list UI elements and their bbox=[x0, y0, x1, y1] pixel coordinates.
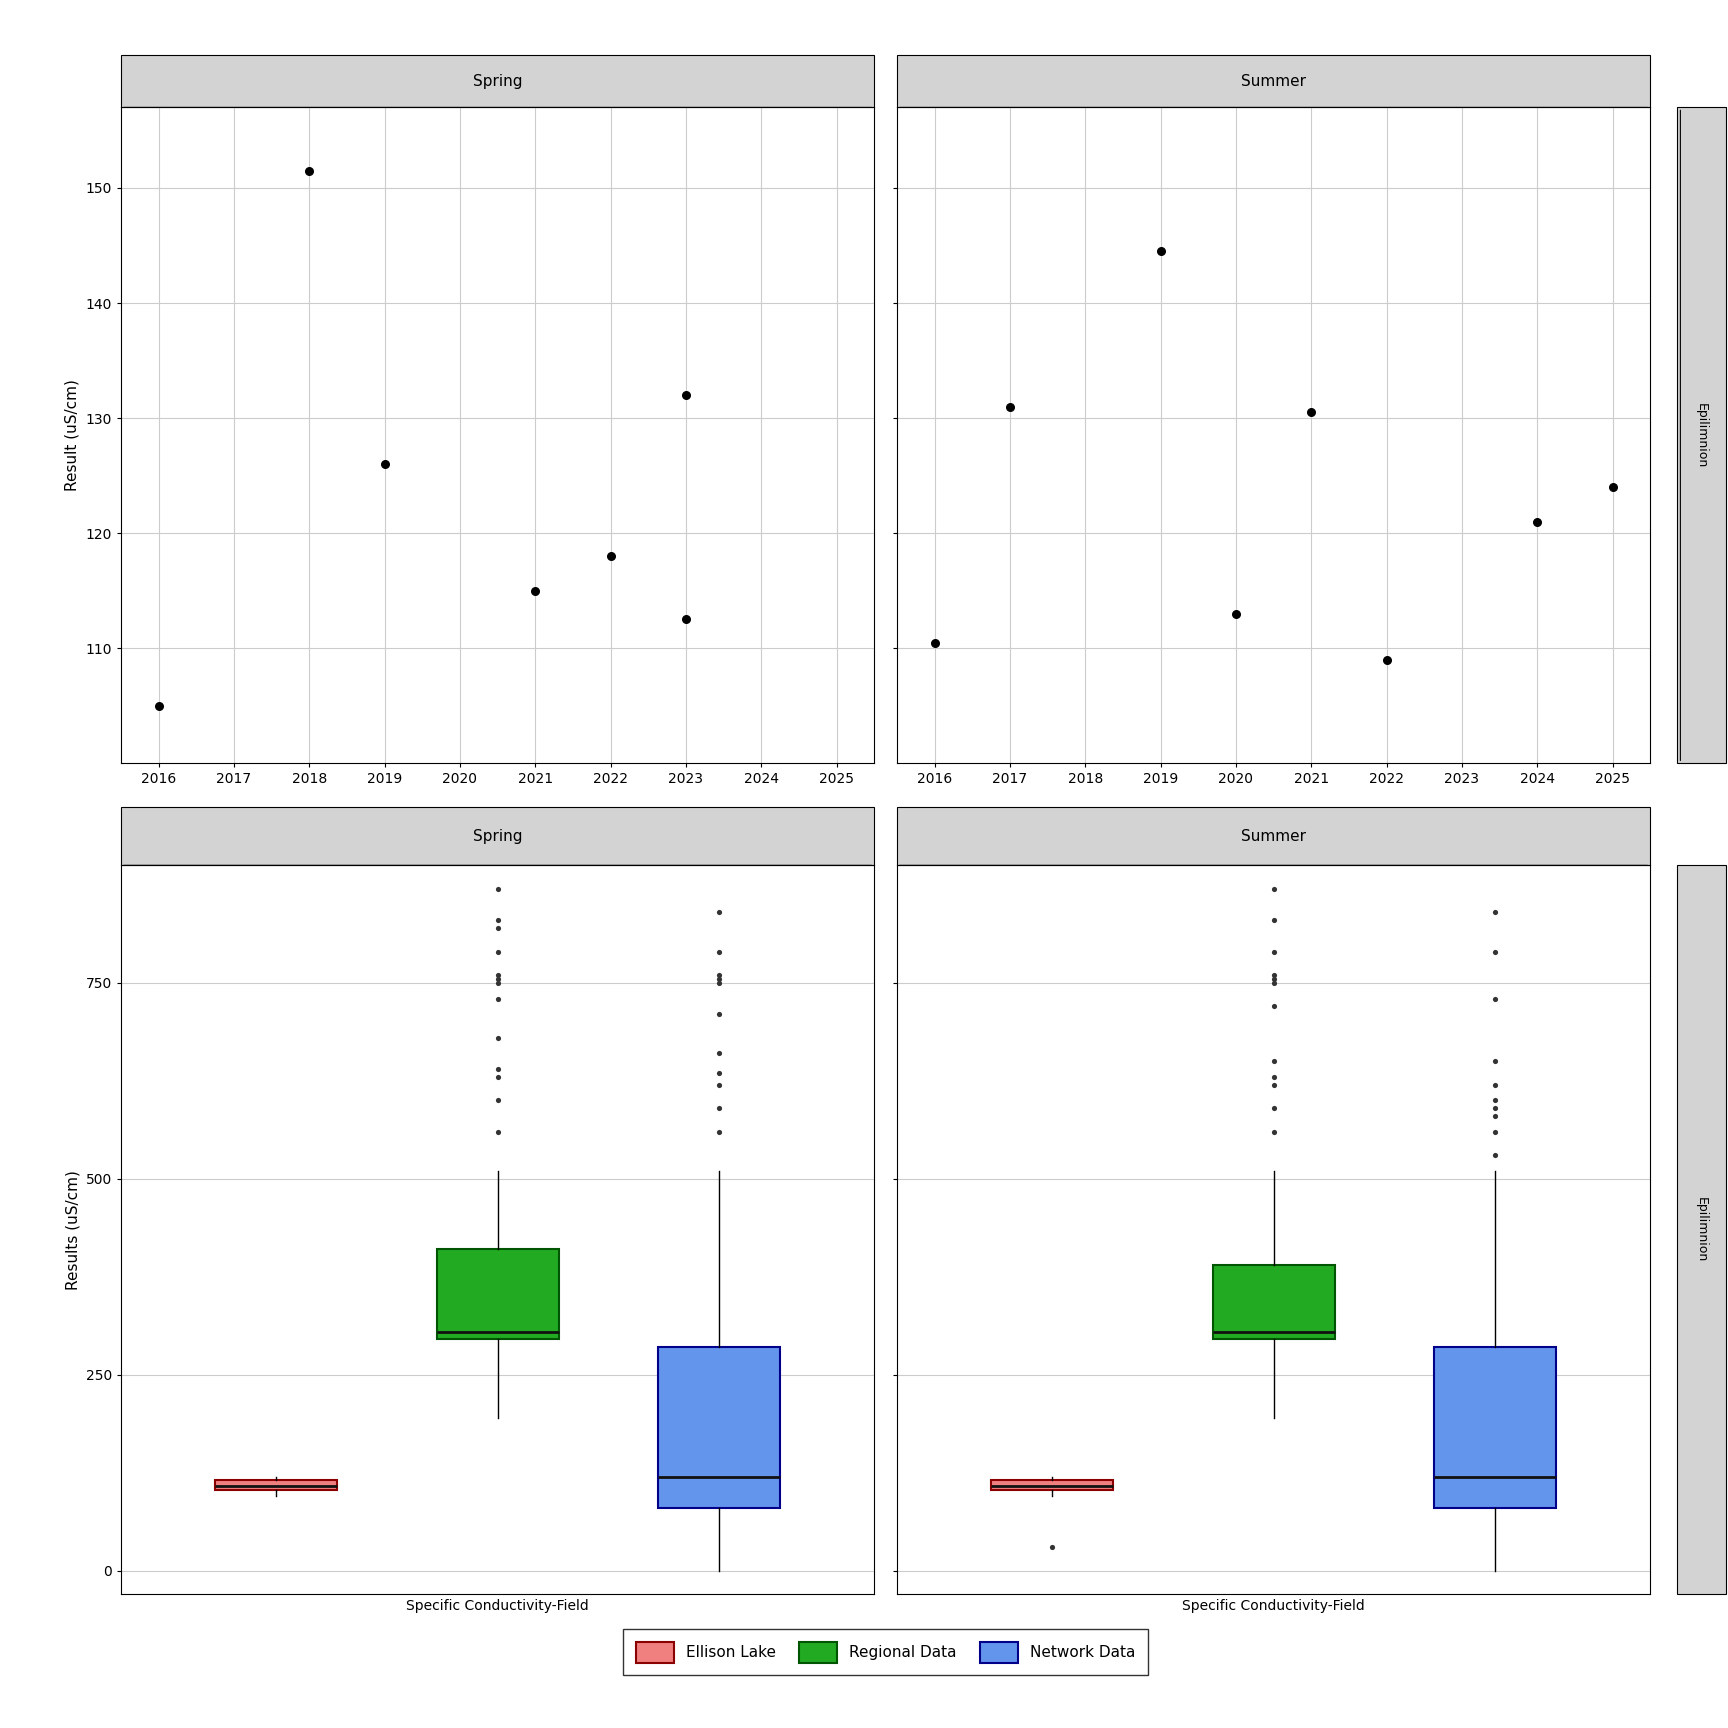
Bar bbox=[1676, 866, 1726, 1595]
Point bbox=[522, 577, 550, 605]
Point bbox=[1598, 473, 1626, 501]
Point bbox=[484, 1025, 511, 1052]
Point bbox=[1260, 1071, 1287, 1099]
Point bbox=[705, 899, 733, 926]
Point bbox=[1260, 992, 1287, 1020]
Point bbox=[995, 392, 1023, 420]
Point bbox=[705, 1001, 733, 1028]
Point bbox=[705, 969, 733, 997]
Text: Spring: Spring bbox=[473, 74, 522, 88]
Point bbox=[1260, 1063, 1287, 1090]
Point bbox=[1481, 1047, 1509, 1075]
Bar bbox=[437, 1249, 558, 1339]
Point bbox=[672, 382, 700, 410]
Bar bbox=[658, 1348, 779, 1509]
Point bbox=[705, 1040, 733, 1068]
Text: Comparison with Network Data: Comparison with Network Data bbox=[121, 836, 562, 861]
Point bbox=[1372, 646, 1400, 674]
Point bbox=[484, 969, 511, 997]
Point bbox=[1481, 1102, 1509, 1130]
Point bbox=[1481, 899, 1509, 926]
Point bbox=[705, 1059, 733, 1087]
Point bbox=[1481, 1142, 1509, 1170]
Point bbox=[1222, 600, 1249, 627]
Point bbox=[1298, 399, 1325, 427]
Point bbox=[484, 1056, 511, 1083]
Point bbox=[1481, 938, 1509, 966]
Point bbox=[1260, 1094, 1287, 1121]
Point bbox=[1481, 1087, 1509, 1115]
Text: Specific Conductivity-Field: Specific Conductivity-Field bbox=[121, 69, 498, 93]
Point bbox=[705, 1071, 733, 1099]
Y-axis label: Results (uS/cm): Results (uS/cm) bbox=[66, 1170, 79, 1289]
Point bbox=[484, 1087, 511, 1115]
Point bbox=[921, 629, 949, 657]
Point bbox=[372, 451, 399, 479]
Bar bbox=[897, 55, 1650, 107]
Point bbox=[1481, 985, 1509, 1013]
Text: Epilimnion: Epilimnion bbox=[1695, 1198, 1707, 1263]
Point bbox=[484, 938, 511, 966]
Point bbox=[1260, 961, 1287, 988]
Legend: Ellison Lake, Regional Data, Network Data: Ellison Lake, Regional Data, Network Dat… bbox=[624, 1630, 1147, 1676]
Point bbox=[1039, 1533, 1066, 1560]
Point bbox=[1481, 1118, 1509, 1146]
Bar bbox=[121, 55, 874, 107]
Point bbox=[484, 985, 511, 1013]
Point bbox=[705, 938, 733, 966]
Text: Summer: Summer bbox=[1241, 74, 1306, 88]
Point bbox=[705, 961, 733, 988]
Y-axis label: Result (uS/cm): Result (uS/cm) bbox=[66, 380, 79, 491]
Point bbox=[705, 966, 733, 994]
Text: Epilimnion: Epilimnion bbox=[1695, 403, 1707, 468]
Text: Spring: Spring bbox=[473, 829, 522, 843]
Point bbox=[672, 607, 700, 634]
Bar bbox=[992, 1481, 1113, 1490]
Bar bbox=[1434, 1348, 1557, 1509]
Point bbox=[295, 157, 323, 185]
Bar bbox=[214, 1481, 337, 1490]
Point bbox=[484, 914, 511, 942]
Point bbox=[484, 966, 511, 994]
Bar bbox=[897, 807, 1650, 866]
Point bbox=[1481, 1071, 1509, 1099]
Bar bbox=[121, 807, 874, 866]
Point bbox=[484, 907, 511, 935]
Point bbox=[484, 961, 511, 988]
Point bbox=[1260, 874, 1287, 902]
Bar bbox=[1676, 107, 1726, 764]
Point bbox=[145, 691, 173, 719]
Point bbox=[484, 1118, 511, 1146]
Point bbox=[484, 874, 511, 902]
Point bbox=[705, 1118, 733, 1146]
Point bbox=[705, 1094, 733, 1121]
Point bbox=[1260, 938, 1287, 966]
Point bbox=[1260, 966, 1287, 994]
Point bbox=[1524, 508, 1552, 536]
Point bbox=[1260, 1047, 1287, 1075]
Point bbox=[596, 543, 624, 570]
Text: Summer: Summer bbox=[1241, 829, 1306, 843]
Point bbox=[1147, 237, 1175, 264]
Point bbox=[484, 1063, 511, 1090]
Point bbox=[1260, 1118, 1287, 1146]
Point bbox=[1260, 969, 1287, 997]
Point bbox=[1260, 907, 1287, 935]
Point bbox=[1481, 1094, 1509, 1121]
Bar bbox=[1213, 1265, 1334, 1339]
